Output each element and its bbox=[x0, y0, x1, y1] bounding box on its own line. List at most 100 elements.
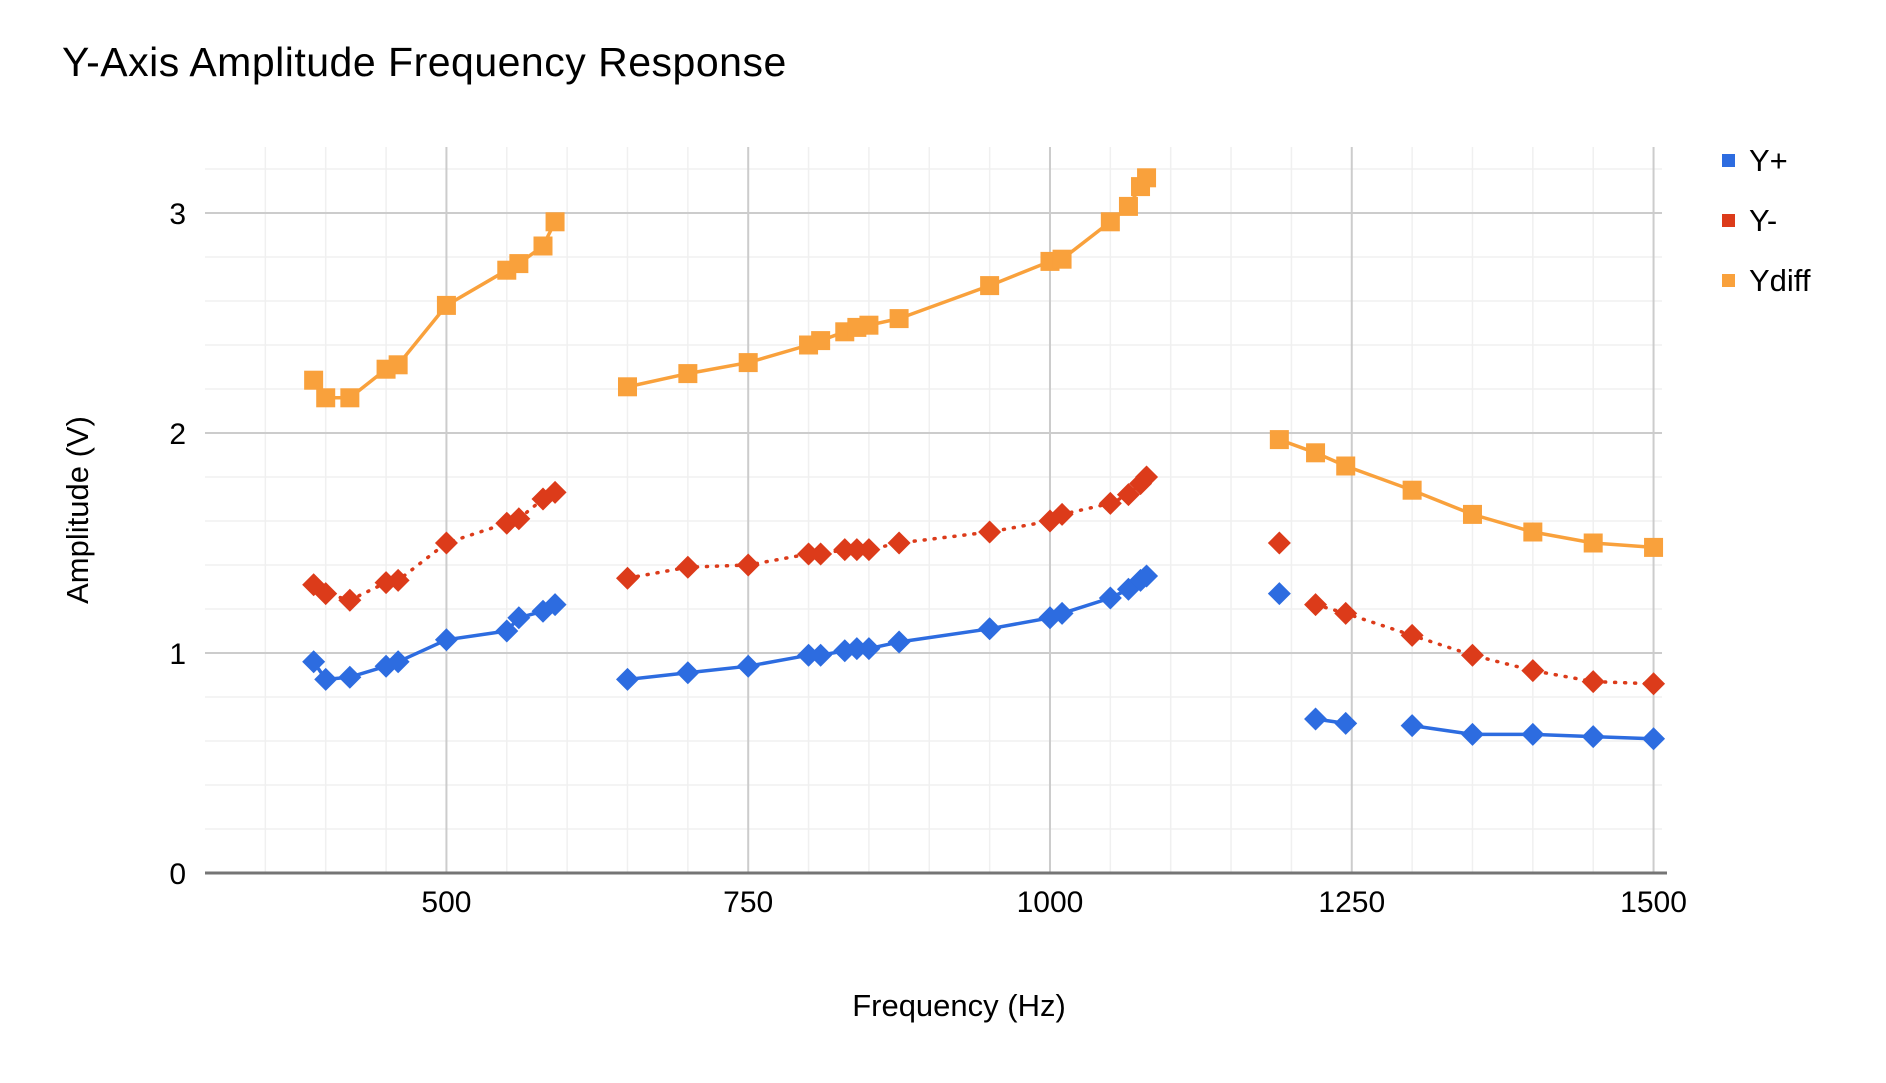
gridlines-major bbox=[205, 147, 1662, 873]
data-point-marker bbox=[1135, 465, 1159, 489]
legend-label-ydiff: Ydiff bbox=[1749, 263, 1811, 298]
data-point-marker bbox=[1116, 483, 1140, 507]
data-point-marker bbox=[436, 295, 456, 315]
data-point-marker bbox=[1460, 722, 1484, 746]
legend-item-yminus: Y- bbox=[1722, 205, 1810, 236]
data-point-marker bbox=[1581, 725, 1605, 749]
data-point-marker bbox=[845, 637, 869, 661]
data-point-marker bbox=[1334, 601, 1358, 625]
data-point-marker bbox=[1267, 582, 1291, 606]
data-point-marker bbox=[1304, 593, 1328, 617]
gridlines-minor bbox=[205, 147, 1662, 873]
data-point-marker bbox=[338, 665, 362, 689]
data-point-marker bbox=[1644, 537, 1664, 557]
data-point-marker bbox=[809, 643, 833, 667]
data-point-marker bbox=[507, 606, 531, 630]
data-point-marker bbox=[509, 254, 529, 274]
ydiff-square-icon bbox=[1722, 274, 1735, 287]
data-point-marker bbox=[1334, 711, 1358, 735]
data-point-marker bbox=[615, 566, 639, 590]
data-point-marker bbox=[386, 568, 410, 592]
data-point-marker bbox=[1050, 502, 1074, 526]
data-point-marker bbox=[316, 388, 336, 408]
x-tick-label: 750 bbox=[723, 886, 773, 919]
data-point-marker bbox=[545, 212, 565, 232]
data-point-marker bbox=[1521, 722, 1545, 746]
data-point-marker bbox=[1137, 168, 1157, 188]
data-point-marker bbox=[1052, 249, 1072, 269]
data-point-marker bbox=[1400, 714, 1424, 738]
data-point-marker bbox=[533, 236, 553, 256]
x-tick-label: 1000 bbox=[1017, 886, 1084, 919]
data-point-marker bbox=[978, 617, 1002, 641]
data-point-marker bbox=[434, 531, 458, 555]
data-point-marker bbox=[1336, 456, 1356, 476]
data-point-marker bbox=[887, 630, 911, 654]
data-point-marker bbox=[811, 331, 831, 351]
data-point-marker bbox=[1098, 586, 1122, 610]
data-point-marker bbox=[1098, 491, 1122, 515]
data-point-marker bbox=[736, 654, 760, 678]
y-tick-label: 3 bbox=[169, 198, 186, 231]
yminus-diamond-icon bbox=[1722, 214, 1735, 227]
x-tick-label: 1250 bbox=[1318, 886, 1385, 919]
legend-label-yplus: Y+ bbox=[1749, 143, 1788, 178]
legend: Y+ Y- Ydiff bbox=[1722, 145, 1810, 296]
data-point-marker bbox=[1642, 727, 1666, 751]
data-point-marker bbox=[833, 538, 857, 562]
data-point-marker bbox=[1462, 504, 1482, 524]
data-point-marker bbox=[1402, 480, 1422, 500]
series-y bbox=[302, 564, 1666, 751]
series-ydiff bbox=[304, 168, 1664, 557]
data-point-marker bbox=[1269, 430, 1289, 450]
data-point-marker bbox=[1100, 212, 1120, 232]
data-point-marker bbox=[340, 388, 360, 408]
y-tick-label: 2 bbox=[169, 418, 186, 451]
data-point-marker bbox=[338, 588, 362, 612]
data-point-marker bbox=[507, 507, 531, 531]
data-point-marker bbox=[676, 661, 700, 685]
data-point-marker bbox=[1304, 707, 1328, 731]
y-tick-label: 0 bbox=[169, 858, 186, 891]
x-tick-label: 500 bbox=[421, 886, 471, 919]
data-point-marker bbox=[1460, 643, 1484, 667]
data-point-marker bbox=[434, 628, 458, 652]
data-point-marker bbox=[676, 555, 700, 579]
data-point-marker bbox=[615, 667, 639, 691]
data-point-marker bbox=[543, 593, 567, 617]
data-point-marker bbox=[978, 520, 1002, 544]
yplus-diamond-icon bbox=[1722, 154, 1735, 167]
data-point-marker bbox=[1521, 659, 1545, 683]
data-point-marker bbox=[1118, 196, 1138, 216]
data-point-marker bbox=[314, 582, 338, 606]
data-point-marker bbox=[1523, 522, 1543, 542]
data-point-marker bbox=[617, 377, 637, 397]
x-tick-label: 1500 bbox=[1620, 886, 1687, 919]
data-point-marker bbox=[388, 355, 408, 375]
data-point-marker bbox=[1306, 443, 1326, 463]
data-point-marker bbox=[1267, 531, 1291, 555]
data-point-marker bbox=[314, 667, 338, 691]
data-point-marker bbox=[1050, 601, 1074, 625]
data-point-marker bbox=[809, 542, 833, 566]
data-point-marker bbox=[738, 353, 758, 373]
data-point-marker bbox=[887, 531, 911, 555]
tick-labels: 500 750 1000 1250 1500 0 1 2 3 bbox=[169, 198, 1687, 919]
chart-title: Y-Axis Amplitude Frequency Response bbox=[62, 39, 787, 85]
y-tick-label: 1 bbox=[169, 638, 186, 671]
data-point-marker bbox=[304, 370, 324, 390]
data-point-marker bbox=[1135, 564, 1159, 588]
data-point-marker bbox=[736, 553, 760, 577]
data-point-marker bbox=[386, 650, 410, 674]
data-point-marker bbox=[797, 542, 821, 566]
data-point-marker bbox=[495, 619, 519, 643]
data-point-marker bbox=[543, 480, 567, 504]
data-point-marker bbox=[1400, 623, 1424, 647]
series-y bbox=[302, 465, 1666, 696]
legend-item-yplus: Y+ bbox=[1722, 145, 1810, 176]
legend-item-ydiff: Ydiff bbox=[1722, 265, 1810, 296]
data-point-marker bbox=[797, 643, 821, 667]
data-point-marker bbox=[845, 538, 869, 562]
